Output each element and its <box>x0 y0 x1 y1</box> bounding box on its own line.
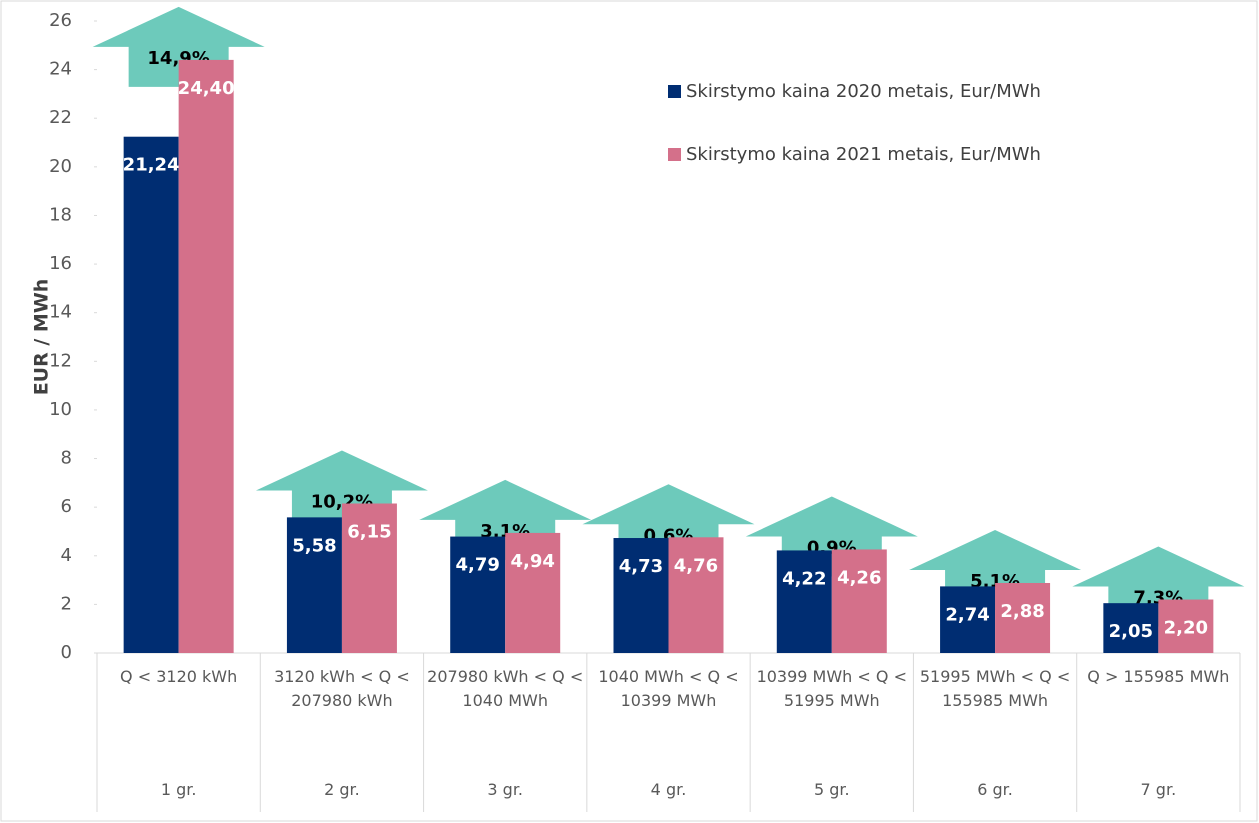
bar <box>613 538 669 653</box>
value-label: 2,20 <box>1164 618 1208 639</box>
value-label: 5,58 <box>292 535 336 556</box>
bar <box>286 517 342 653</box>
value-label: 4,22 <box>782 568 826 589</box>
y-tick-label: 2 <box>61 593 72 614</box>
x-tick-label: 3120 kWh < Q < 207980 kWh <box>274 667 410 710</box>
x-tick-label: 1040 MWh < Q < 10399 MWh <box>598 667 739 710</box>
group-label: 5 gr. <box>813 780 850 799</box>
group-label: 1 gr. <box>160 780 197 799</box>
x-tick-label: Q < 3120 kWh <box>120 667 238 686</box>
bar <box>940 586 996 653</box>
y-tick-label: 0 <box>61 642 72 663</box>
value-label: 6,15 <box>347 522 391 543</box>
y-tick-label: 12 <box>49 350 72 371</box>
y-tick-label: 16 <box>49 253 72 274</box>
group-label: 3 gr. <box>487 780 524 799</box>
y-tick-label: 26 <box>49 10 72 31</box>
bar <box>1158 599 1214 653</box>
y-tick-label: 20 <box>49 156 72 177</box>
y-tick-label: 6 <box>61 496 72 517</box>
value-label: 4,94 <box>511 551 555 572</box>
value-label: 2,74 <box>945 604 989 625</box>
y-tick-label: 22 <box>49 107 72 128</box>
value-label: 24,40 <box>178 78 235 99</box>
y-tick-label: 4 <box>61 545 72 566</box>
x-tick-label: 51995 MWh < Q < 155985 MWh <box>919 667 1071 710</box>
bar <box>505 532 561 653</box>
y-tick-label: 10 <box>49 399 72 420</box>
group-label: 4 gr. <box>650 780 687 799</box>
bar <box>178 59 234 653</box>
bar <box>1103 603 1159 653</box>
bar <box>776 550 832 653</box>
group-label: 2 gr. <box>324 780 360 799</box>
bar <box>831 549 887 653</box>
y-tick-label: 14 <box>49 302 72 323</box>
x-tick-label: 10399 MWh < Q < 51995 MWh <box>756 667 907 710</box>
value-label: 4,79 <box>456 555 500 576</box>
y-tick-label: 8 <box>61 448 72 469</box>
group-label: 6 gr. <box>977 780 1013 799</box>
x-tick-label: Q > 155985 MWh <box>1087 667 1230 686</box>
value-label: 2,88 <box>1000 601 1044 622</box>
group-label: 7 gr. <box>1140 780 1177 799</box>
value-label: 4,73 <box>619 556 663 577</box>
bar <box>668 537 724 653</box>
bar <box>995 582 1051 653</box>
value-label: 4,76 <box>674 555 718 576</box>
value-label: 4,26 <box>837 567 881 588</box>
value-label: 21,24 <box>123 155 180 176</box>
y-axis-label: EUR / MWh <box>31 279 53 396</box>
legend-label: Skirstymo kaina 2021 metais, Eur/MWh <box>686 144 1041 165</box>
bar <box>341 503 397 653</box>
value-label: 2,05 <box>1109 621 1153 642</box>
y-tick-label: 24 <box>49 59 72 80</box>
bar <box>450 536 506 653</box>
y-tick-label: 18 <box>49 204 72 225</box>
legend-swatch <box>668 148 681 161</box>
legend-swatch <box>668 85 681 98</box>
x-tick-label: 207980 kWh < Q < 1040 MWh <box>427 667 584 710</box>
legend-label: Skirstymo kaina 2020 metais, Eur/MWh <box>686 81 1041 102</box>
bar <box>123 136 179 654</box>
